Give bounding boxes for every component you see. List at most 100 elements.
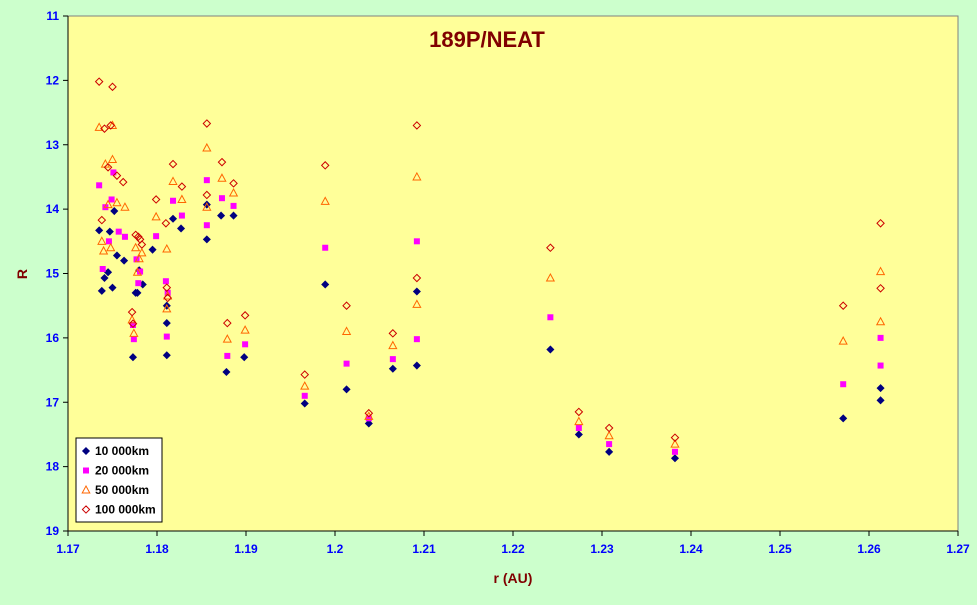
- data-point: [365, 415, 372, 422]
- data-point: [223, 318, 232, 328]
- data-point: [412, 121, 422, 130]
- y-tick-label: 18: [46, 460, 60, 474]
- legend-label: 10 000km: [95, 444, 149, 458]
- data-point: [412, 299, 422, 308]
- data-point: [875, 316, 886, 326]
- data-point: [574, 430, 583, 439]
- data-point: [300, 370, 310, 379]
- data-point: [545, 272, 556, 282]
- x-axis-label: r (AU): [494, 570, 533, 586]
- data-point: [388, 364, 397, 373]
- data-point: [875, 266, 886, 276]
- data-point: [148, 245, 157, 254]
- data-point: [95, 226, 104, 235]
- x-tick-label: 1.18: [145, 542, 169, 556]
- data-point: [118, 177, 128, 187]
- data-point: [300, 381, 310, 390]
- data-point: [364, 411, 374, 420]
- data-point: [170, 197, 177, 204]
- data-point: [229, 211, 238, 220]
- data-point: [112, 251, 121, 260]
- data-point: [112, 171, 122, 180]
- data-point: [670, 433, 680, 442]
- data-point: [838, 336, 848, 345]
- legend-marker: [81, 505, 91, 514]
- data-point: [130, 242, 141, 252]
- data-point: [110, 169, 117, 176]
- data-point: [100, 159, 111, 168]
- data-point: [322, 244, 329, 251]
- data-point: [100, 273, 109, 283]
- data-point: [162, 319, 171, 328]
- data-points: [94, 77, 886, 463]
- data-point: [364, 408, 374, 418]
- y-tick-label: 12: [46, 73, 60, 87]
- data-point: [217, 173, 227, 182]
- data-point: [120, 256, 129, 265]
- legend-label: 20 000km: [95, 464, 149, 478]
- data-point: [137, 247, 147, 257]
- data-point: [132, 267, 143, 276]
- data-point: [97, 215, 107, 225]
- data-point: [162, 351, 171, 360]
- data-point: [413, 336, 420, 343]
- data-point: [129, 328, 139, 337]
- data-point: [168, 159, 178, 169]
- data-point: [137, 268, 144, 275]
- data-point: [163, 290, 173, 300]
- data-point: [162, 243, 172, 253]
- x-tick-label: 1.19: [234, 542, 258, 556]
- y-tick-label: 14: [46, 202, 60, 216]
- data-point: [103, 199, 113, 209]
- data-point: [229, 179, 238, 188]
- data-point: [876, 283, 885, 293]
- data-point: [228, 187, 239, 197]
- data-point: [100, 124, 109, 133]
- data-point: [177, 182, 187, 191]
- data-point: [546, 345, 555, 354]
- data-point: [168, 214, 178, 223]
- data-point: [108, 196, 115, 203]
- data-point: [151, 211, 161, 221]
- data-point: [108, 82, 117, 92]
- data-point: [877, 362, 884, 369]
- x-tick-label: 1.26: [857, 542, 881, 556]
- data-point: [240, 311, 250, 320]
- data-point: [300, 399, 309, 408]
- data-point: [97, 286, 106, 295]
- data-point: [110, 207, 119, 216]
- data-point: [320, 196, 330, 205]
- data-point: [108, 283, 117, 292]
- data-point: [134, 253, 144, 263]
- y-tick-label: 19: [46, 524, 60, 538]
- data-point: [129, 322, 136, 328]
- y-tick-label: 15: [46, 267, 60, 281]
- data-point: [222, 367, 231, 377]
- data-point: [99, 265, 106, 272]
- data-point: [121, 233, 128, 240]
- data-point: [130, 336, 137, 343]
- data-point: [177, 194, 187, 203]
- data-point: [321, 280, 330, 289]
- data-point: [151, 195, 161, 204]
- data-point: [876, 384, 885, 393]
- data-point: [839, 414, 848, 423]
- x-tick-label: 1.21: [412, 542, 436, 556]
- data-point: [605, 447, 614, 456]
- series-2: [96, 169, 884, 455]
- data-point: [94, 122, 104, 131]
- data-point: [343, 360, 350, 367]
- data-point: [97, 236, 107, 245]
- data-point: [107, 154, 118, 164]
- data-point: [876, 396, 885, 405]
- data-point: [547, 314, 554, 321]
- data-point: [202, 202, 212, 211]
- legend-label: 100 000km: [95, 503, 156, 517]
- legend-marker: [81, 484, 91, 494]
- data-point: [412, 361, 421, 370]
- data-point: [222, 334, 232, 343]
- x-tick-label: 1.24: [679, 542, 703, 556]
- data-point: [163, 333, 170, 340]
- data-point: [218, 195, 225, 202]
